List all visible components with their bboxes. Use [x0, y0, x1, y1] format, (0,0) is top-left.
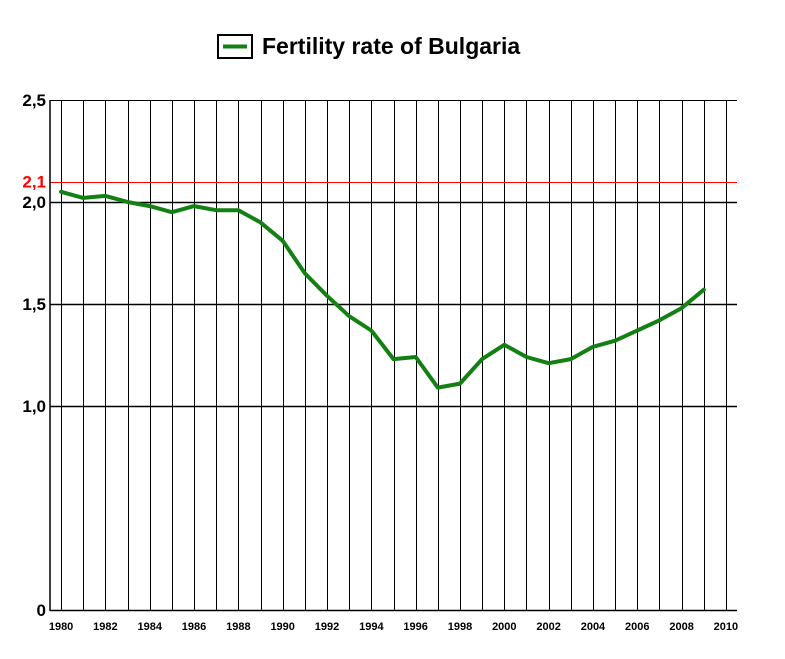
x-tick-label-1980: 1980 — [49, 621, 73, 633]
y-tick-label-2: 1,5 — [22, 295, 46, 314]
reference-line-label: 2,1 — [22, 173, 46, 192]
x-tick-label-2002: 2002 — [536, 621, 560, 633]
x-tick-label-2006: 2006 — [625, 621, 649, 633]
x-tick-label-1984: 1984 — [137, 621, 162, 633]
y-tick-label-1: 1,0 — [22, 397, 46, 416]
legend-label: Fertility rate of Bulgaria — [262, 33, 520, 59]
x-tick-label-1986: 1986 — [182, 621, 206, 633]
x-tick-label-1990: 1990 — [270, 621, 294, 633]
x-tick-labels: 1980 1982 1984 1986 1988 1990 1992 1994 1996 1998… — [49, 621, 738, 633]
y-tick-labels: 0 1,0 1,5 2,0 2,5 2,1 — [22, 91, 46, 620]
x-tick-label-2000: 2000 — [492, 621, 516, 633]
series-layer — [59, 189, 706, 390]
vertical-gridlines — [61, 100, 727, 610]
x-tick-label-1992: 1992 — [315, 621, 339, 633]
horizontal-gridlines — [50, 100, 737, 408]
y-tick-label-0: 0 — [37, 601, 46, 620]
x-tick-label-2004: 2004 — [581, 621, 606, 633]
x-tick-label-2008: 2008 — [669, 621, 693, 633]
x-tick-label-2010: 2010 — [714, 621, 738, 633]
series-line-0 — [59, 189, 706, 390]
y-tick-label-4: 2,5 — [22, 91, 46, 110]
x-tick-label-1982: 1982 — [93, 621, 117, 633]
x-tick-label-1998: 1998 — [448, 621, 472, 633]
legend: Fertility rate of Bulgaria — [217, 33, 520, 59]
axes — [49, 100, 737, 612]
x-tick-label-1996: 1996 — [403, 621, 427, 633]
x-tick-label-1988: 1988 — [226, 621, 250, 633]
x-tick-label-1994: 1994 — [359, 621, 384, 633]
y-tick-label-3: 2,0 — [22, 193, 46, 212]
